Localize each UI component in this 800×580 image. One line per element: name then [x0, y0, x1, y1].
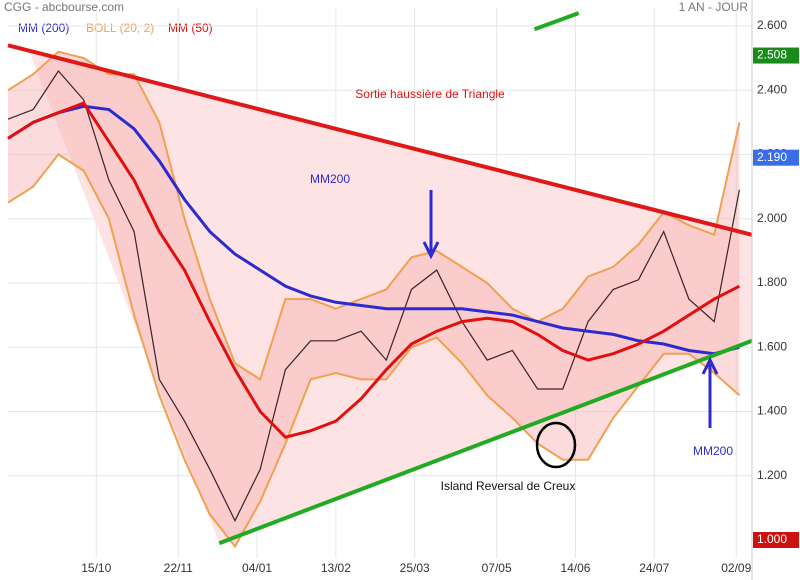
x-tick-label: 07/05 — [482, 561, 512, 575]
y-tick-label: 1.200 — [757, 468, 787, 482]
x-tick-label: 14/06 — [560, 561, 590, 575]
x-tick-label: 13/02 — [321, 561, 351, 575]
legend-mm200: MM (200) — [18, 21, 69, 35]
y-tick-label: 2.000 — [757, 211, 787, 225]
price-marker — [753, 149, 799, 166]
triangle-shading — [30, 53, 752, 544]
annotation: Island Reversal de Creux — [441, 479, 576, 493]
annotation: MM200 — [693, 444, 733, 458]
y-tick-label: 1.800 — [757, 275, 787, 289]
y-tick-label: 2.600 — [757, 18, 787, 32]
trendline — [218, 338, 753, 546]
trendline — [7, 43, 753, 237]
annotation: Sortie haussière de Triangle — [355, 87, 505, 101]
price-marker-label: 2.190 — [757, 150, 787, 164]
chart-title: CGG - abcbourse.com — [4, 0, 124, 14]
x-tick-label: 02/09 — [721, 561, 751, 575]
price-marker — [753, 532, 799, 549]
bollinger-upper — [7, 50, 741, 381]
price-marker-label: 1.000 — [757, 532, 787, 546]
y-tick-label: 1.600 — [757, 339, 787, 353]
highlight-circle — [535, 421, 577, 469]
legend-boll: BOLL (20, 2) — [86, 21, 154, 35]
x-tick-label: 24/07 — [639, 561, 669, 575]
arrow — [422, 190, 440, 260]
moving-average — [7, 101, 741, 439]
bollinger-lower — [7, 153, 741, 549]
x-tick-label: 25/03 — [400, 561, 430, 575]
arrow — [701, 356, 719, 428]
moving-average — [7, 104, 740, 356]
period: 1 AN - JOUR — [679, 0, 749, 14]
trendline — [533, 11, 580, 32]
price-marker-label: 2.508 — [757, 48, 787, 62]
y-tick-label: 2.400 — [757, 82, 787, 96]
x-tick-label: 22/11 — [164, 561, 193, 575]
x-tick-label: 15/10 — [81, 561, 111, 575]
price-marker — [753, 47, 799, 64]
y-tick-label: 1.400 — [757, 404, 787, 418]
x-tick-label: 04/01 — [242, 561, 272, 575]
legend-mm50: MM (50) — [168, 21, 213, 35]
price-line — [7, 70, 740, 523]
annotation: MM200 — [310, 172, 350, 186]
